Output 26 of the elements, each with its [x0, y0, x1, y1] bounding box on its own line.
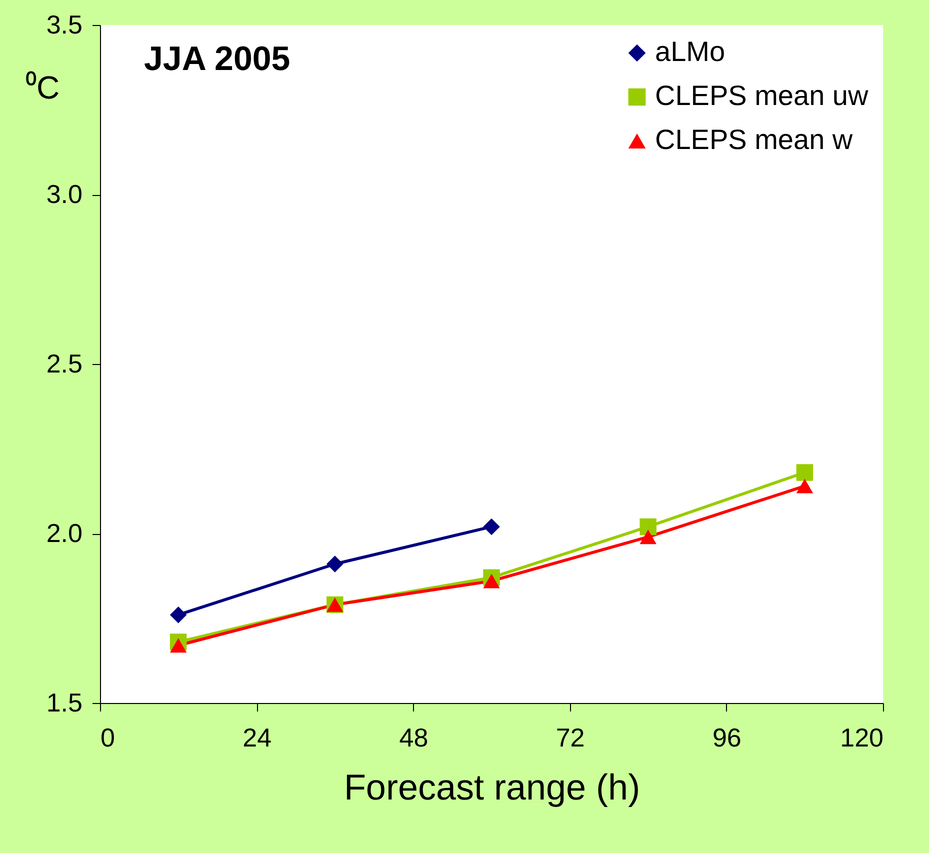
x-tick-label: 120 [840, 722, 884, 752]
point [483, 518, 500, 536]
x-tick-label: 48 [399, 722, 428, 752]
point [170, 606, 187, 624]
legend-label: CLEPS mean w [655, 124, 854, 155]
legend-label: aLMo [655, 36, 726, 67]
x-tick-label: 96 [712, 722, 742, 752]
point [640, 518, 656, 536]
point [483, 574, 500, 588]
y-tick-label: 2.5 [46, 348, 82, 378]
annotation: JJA 2005 [144, 40, 290, 78]
point [326, 556, 344, 572]
y-tick-label: 1.5 [46, 688, 82, 718]
point [796, 478, 814, 494]
x-tick-label: 72 [556, 722, 585, 752]
y-tick-label: 3.5 [46, 10, 82, 40]
y-tick-label: 3.0 [46, 179, 82, 209]
point [796, 464, 814, 481]
x-axis-title: Forecast range (h) [344, 766, 640, 808]
x-tick-label: 0 [100, 722, 115, 752]
y-tick-label: 2.0 [46, 518, 82, 548]
legend-label: CLEPS mean uw [655, 80, 869, 111]
point [170, 638, 187, 653]
point [640, 530, 656, 544]
y-axis-title: ⁰C [25, 70, 60, 106]
x-tick-label: 24 [242, 722, 272, 752]
